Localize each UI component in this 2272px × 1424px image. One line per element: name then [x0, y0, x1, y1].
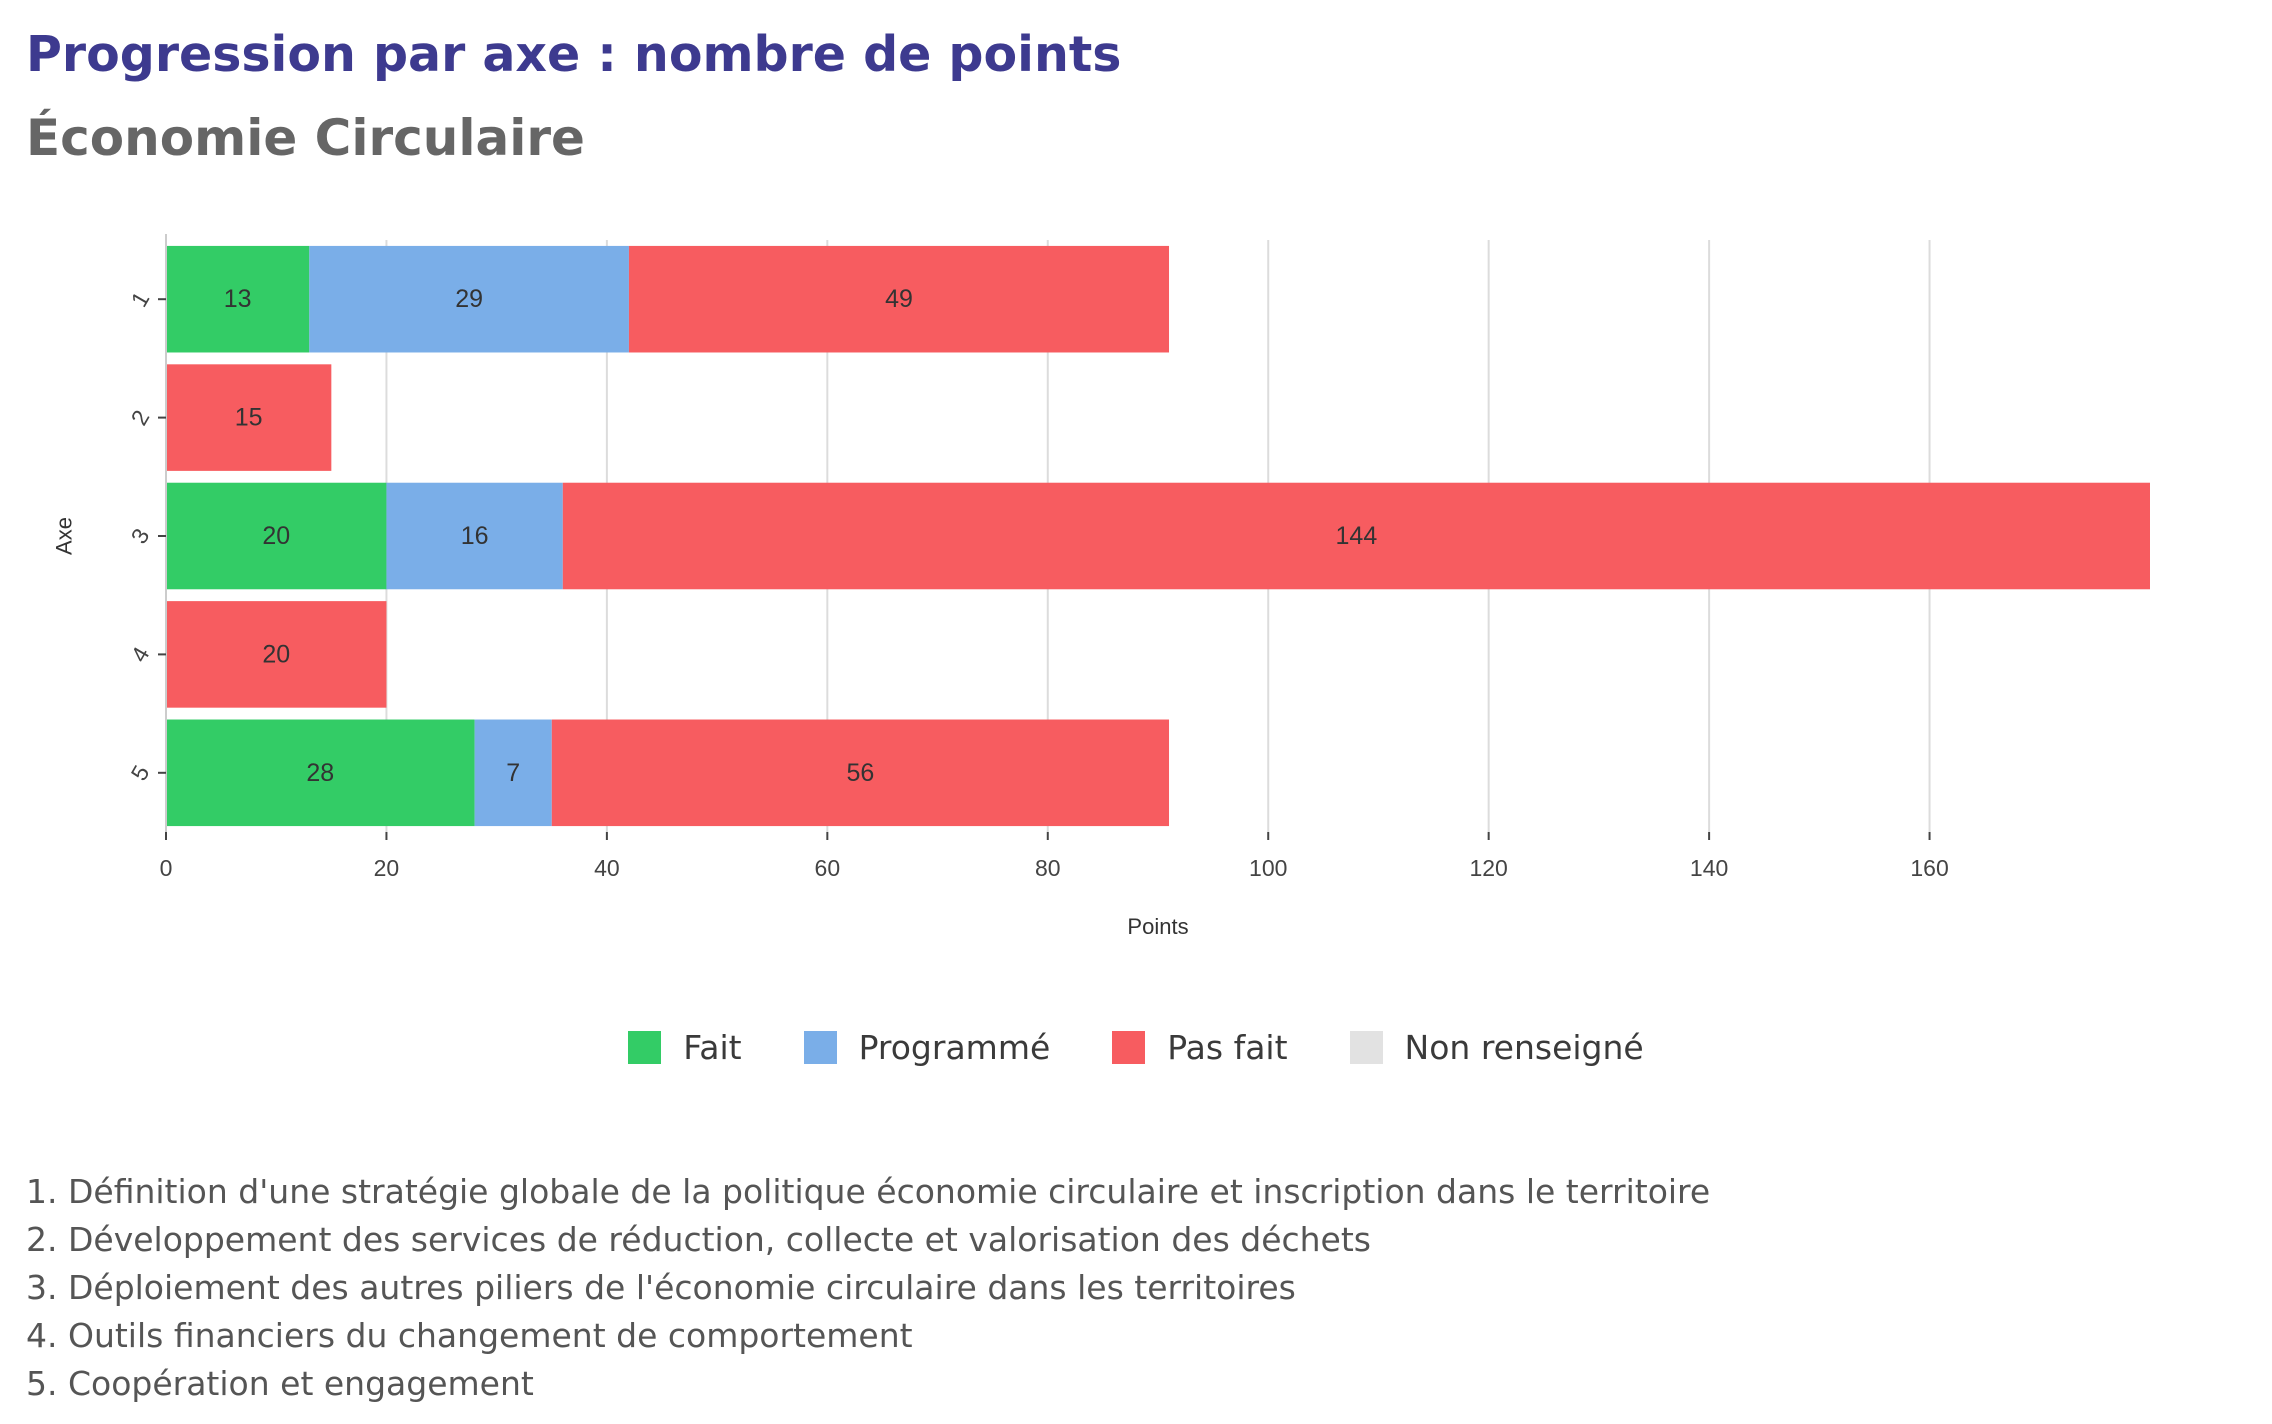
x-tick-label-40: 40	[594, 855, 620, 881]
data-label-axe-5-pas-fait: 56	[846, 759, 874, 787]
axis-description-4: 4. Outils financiers du changement de co…	[26, 1316, 913, 1355]
data-label-axe-5-programme: 7	[506, 759, 520, 787]
legend-label-programme: Programmé	[858, 1028, 1051, 1067]
data-label-axe-1-pas-fait: 49	[885, 285, 913, 313]
data-label-axe-4-pas-fait: 20	[262, 640, 290, 668]
bar-axe-2-pas-fait	[166, 364, 332, 471]
y-tick-label-2: 2	[126, 406, 155, 430]
legend-swatch-fait	[628, 1031, 662, 1064]
bar-axe-3-programme	[386, 482, 563, 590]
data-label-axe-1-fait: 13	[224, 285, 252, 313]
x-tick-label-140: 140	[1690, 855, 1728, 881]
chart-subtitle: Économie Circulaire	[26, 109, 585, 167]
bar-axe-1-fait	[166, 245, 310, 353]
y-tick-label-4: 4	[126, 642, 155, 666]
bar-axe-1-pas-fait	[628, 245, 1170, 353]
data-label-axe-3-pas-fait: 144	[1336, 522, 1378, 550]
legend-label-pas-fait: Pas fait	[1167, 1028, 1288, 1067]
legend-item-pas-fait[interactable]: Pas fait	[1112, 1028, 1288, 1067]
x-tick-label-160: 160	[1910, 855, 1948, 881]
data-label-axe-3-programme: 16	[461, 522, 489, 550]
data-label-axe-2-pas-fait: 15	[235, 404, 263, 432]
bar-axe-4-pas-fait	[166, 601, 387, 708]
x-tick-label-100: 100	[1249, 855, 1287, 881]
bar-axe-5-fait	[166, 719, 475, 827]
axis-description-1: 1. Définition d'une stratégie globale de…	[26, 1172, 1711, 1211]
data-label-axe-1-programme: 29	[455, 285, 483, 313]
legend-item-fait[interactable]: Fait	[628, 1028, 742, 1067]
y-tick-label-1: 1	[126, 287, 155, 311]
legend-swatch-programme	[803, 1031, 837, 1064]
x-tick-label-80: 80	[1035, 855, 1061, 881]
bar-axe-5-programme	[474, 719, 552, 827]
legend-item-non-renseigne[interactable]: Non renseigné	[1349, 1028, 1644, 1067]
x-tick-label-0: 0	[160, 855, 173, 881]
y-axis-title: Axe	[52, 517, 77, 555]
bar-axe-3-fait	[166, 482, 387, 590]
x-tick-label-120: 120	[1469, 855, 1507, 881]
axis-description-2: 2. Développement des services de réducti…	[26, 1220, 1371, 1259]
axis-description-3: 3. Déploiement des autres piliers de l'é…	[26, 1268, 1296, 1307]
axis-description-5: 5. Coopération et engagement	[26, 1364, 534, 1403]
axis-descriptions: 1. Définition d'une stratégie globale de…	[26, 1168, 1710, 1408]
x-tick-label-20: 20	[374, 855, 400, 881]
data-label-axe-5-fait: 28	[306, 759, 334, 787]
bar-axe-3-pas-fait	[562, 482, 2150, 590]
chart-title: Progression par axe : nombre de points	[26, 26, 1122, 83]
legend-swatch-non-renseigne	[1349, 1031, 1383, 1064]
chart-legend: Fait Programmé Pas fait Non renseigné	[0, 1028, 2272, 1067]
x-axis-title: Points	[1127, 914, 1188, 939]
legend-label-fait: Fait	[683, 1028, 742, 1067]
bar-axe-5-pas-fait	[551, 719, 1170, 827]
y-tick-label-5: 5	[126, 761, 155, 785]
y-tick-label-3: 3	[126, 524, 155, 548]
legend-item-programme[interactable]: Programmé	[803, 1028, 1051, 1067]
x-tick-label-60: 60	[815, 855, 841, 881]
data-label-axe-3-fait: 20	[262, 522, 290, 550]
legend-swatch-pas-fait	[1112, 1031, 1146, 1064]
legend-label-non-renseigne: Non renseigné	[1404, 1028, 1644, 1067]
bar-axe-1-programme	[309, 245, 629, 353]
